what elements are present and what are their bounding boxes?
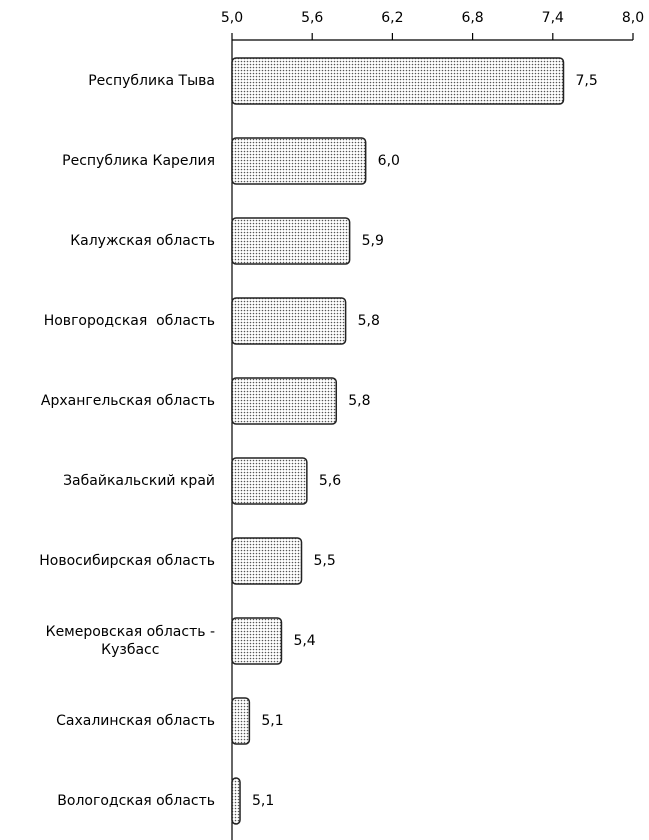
value-label: 5,9 bbox=[362, 233, 384, 249]
category-label: Республика Карелия bbox=[0, 152, 215, 170]
x-tick-label: 8,0 bbox=[622, 10, 644, 26]
category-text: Новосибирская область bbox=[39, 553, 215, 569]
value-label: 5,1 bbox=[252, 793, 274, 809]
value-label: 5,8 bbox=[348, 393, 370, 409]
category-label: Новосибирская область bbox=[0, 552, 215, 570]
value-label: 5,5 bbox=[314, 553, 336, 569]
bar bbox=[231, 377, 338, 425]
category-text: Сахалинская область bbox=[56, 713, 215, 729]
bar bbox=[231, 217, 351, 265]
bar bbox=[231, 537, 303, 585]
category-text: Новгородская область bbox=[43, 313, 215, 329]
bar bbox=[231, 137, 367, 185]
category-text: Республика Карелия bbox=[62, 153, 215, 169]
category-label: Новгородская область bbox=[0, 312, 215, 330]
category-label: Кемеровская область - Кузбасс bbox=[0, 623, 215, 659]
x-tick-label: 7,4 bbox=[542, 10, 564, 26]
category-label: Архангельская область bbox=[0, 392, 215, 410]
bar bbox=[231, 457, 308, 505]
category-text: Калужская область bbox=[70, 233, 215, 249]
category-text: Кемеровская область - Кузбасс bbox=[45, 624, 215, 658]
category-text: Забайкальский край bbox=[63, 473, 215, 489]
value-label: 5,6 bbox=[319, 473, 341, 489]
value-label: 5,8 bbox=[358, 313, 380, 329]
category-label: Калужская область bbox=[0, 232, 215, 250]
category-text: Вологодская область bbox=[57, 793, 215, 809]
category-label: Вологодская область bbox=[0, 792, 215, 810]
value-label: 5,1 bbox=[261, 713, 283, 729]
bar bbox=[231, 777, 241, 825]
bar bbox=[231, 297, 347, 345]
value-label: 7,5 bbox=[575, 73, 597, 89]
value-label: 5,4 bbox=[293, 633, 315, 649]
category-text: Архангельская область bbox=[40, 393, 215, 409]
category-label: Республика Тыва bbox=[0, 72, 215, 90]
x-tick-label: 6,8 bbox=[461, 10, 483, 26]
x-tick-label: 6,2 bbox=[381, 10, 403, 26]
bar bbox=[231, 617, 283, 665]
value-label: 6,0 bbox=[378, 153, 400, 169]
bar bbox=[231, 697, 251, 745]
bar bbox=[231, 57, 565, 105]
x-tick-label: 5,0 bbox=[221, 10, 243, 26]
x-tick-label: 5,6 bbox=[301, 10, 323, 26]
category-label: Сахалинская область bbox=[0, 712, 215, 730]
category-text: Республика Тыва bbox=[88, 73, 215, 89]
category-label: Забайкальский край bbox=[0, 472, 215, 490]
